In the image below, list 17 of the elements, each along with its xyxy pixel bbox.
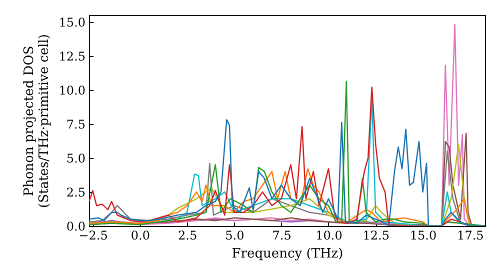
x-tick-label: 17.5	[457, 228, 484, 242]
x-tick-label: 0.0	[130, 228, 150, 242]
x-tick-label: 10.0	[316, 228, 342, 242]
x-tick-label: 5.0	[225, 228, 244, 242]
y-tick-label: 5.0	[66, 151, 86, 166]
y-tick-label: 2.5	[66, 185, 86, 200]
y-tick-label: 12.5	[58, 49, 86, 64]
y-tick-label: 15.0	[58, 15, 86, 30]
y-tick-label: 7.5	[66, 117, 86, 132]
x-tick-label: 2.5	[178, 228, 198, 242]
x-tick-label: 12.5	[362, 228, 390, 242]
y-tick-label: 0.0	[66, 220, 86, 234]
y-axis-title: Phonon projected DOS (States/THz·primitive cell)	[22, 34, 52, 208]
x-tick-label: 15.0	[410, 228, 437, 242]
x-tick-label: 7.5	[272, 228, 292, 242]
y-tick-label: 10.0	[58, 83, 86, 98]
x-axis-title: Frequency (THz)	[232, 246, 344, 262]
